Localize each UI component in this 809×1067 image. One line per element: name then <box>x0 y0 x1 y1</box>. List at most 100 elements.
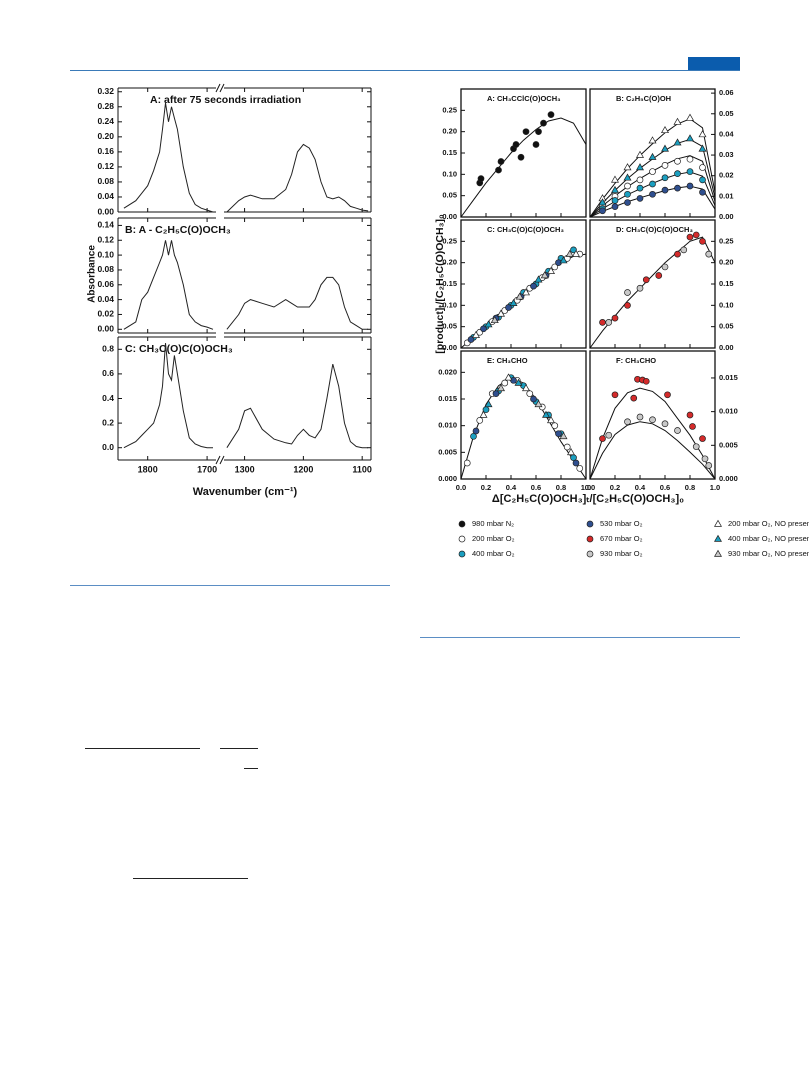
legend-label: 400 mbar O₂ <box>472 549 515 558</box>
x-tick-label: 0.8 <box>685 483 695 492</box>
y-tick-label: 0.05 <box>719 322 734 331</box>
triangle-marker <box>540 271 549 279</box>
triangle-marker <box>534 400 543 408</box>
circle-marker <box>563 443 571 451</box>
y-tick-label: 0.25 <box>442 236 457 245</box>
triangle-marker <box>559 256 568 264</box>
circle-marker <box>458 550 466 558</box>
fit-curve <box>589 236 716 349</box>
triangle-marker <box>496 384 506 392</box>
fit-curve <box>589 421 716 480</box>
y-tick-label: 0.25 <box>442 105 457 114</box>
circle-marker <box>699 237 706 245</box>
circle-marker <box>680 246 688 254</box>
triangle-marker <box>514 378 523 386</box>
circle-marker <box>495 166 502 174</box>
triangle-marker <box>648 152 657 160</box>
spectrum <box>226 276 369 330</box>
y-tick-label: 0.005 <box>438 447 457 456</box>
y-axis-label: Absorbance <box>87 245 98 303</box>
y-tick-label: 0.10 <box>442 300 457 309</box>
x-tick-label: 0.6 <box>531 483 541 492</box>
circle-marker <box>472 427 480 435</box>
triangle-marker <box>598 198 607 206</box>
triangle-marker <box>635 150 645 158</box>
y-tick-label: 0.05 <box>442 191 457 200</box>
x-tick-label: 0.0 <box>585 483 595 492</box>
circle-marker <box>599 435 606 442</box>
triangle-marker <box>521 288 531 296</box>
y-tick-label: 0.01 <box>719 191 734 200</box>
y-tick-label: 0.015 <box>438 394 457 403</box>
circle-marker <box>686 155 694 163</box>
circle-marker <box>655 272 663 279</box>
y-tick-label: 0.20 <box>442 127 457 136</box>
y-tick-label: 0.06 <box>719 88 734 97</box>
y-tick-label: 0.020 <box>438 367 457 376</box>
circle-marker <box>586 520 594 528</box>
y-tick-label: 0.15 <box>442 148 457 157</box>
circle-marker <box>463 459 471 467</box>
y-tick-label: 0.20 <box>442 258 457 267</box>
y-tick-label: 0.20 <box>97 131 114 141</box>
circle-marker <box>661 174 669 182</box>
x-tick-label: 0.4 <box>506 483 517 492</box>
triangle-marker <box>623 163 632 171</box>
x-tick-label: 1700 <box>197 464 217 474</box>
circle-marker <box>674 184 681 192</box>
circle-marker <box>705 250 713 258</box>
x-tick-label: 0.2 <box>481 483 491 492</box>
triangle-marker <box>490 315 499 324</box>
triangle-marker <box>559 432 568 440</box>
spectrum <box>123 102 214 213</box>
y-tick-label: 0.32 <box>97 86 114 96</box>
x-tick-label: 0.8 <box>556 483 566 492</box>
x-tick-label: 1200 <box>293 464 313 474</box>
circle-marker <box>686 182 694 190</box>
panel-frame <box>589 350 716 480</box>
y-tick-label: 0.10 <box>442 169 457 178</box>
circle-marker <box>570 246 577 254</box>
circle-marker <box>624 301 631 309</box>
triangle-marker <box>565 249 574 257</box>
legend-label: 530 mbar O₂ <box>600 519 643 528</box>
y-tick-label: 0.25 <box>719 236 734 245</box>
circle-marker <box>535 128 542 136</box>
y-tick-label: 0.00 <box>442 212 457 221</box>
circle-marker <box>661 162 669 169</box>
circle-marker <box>458 535 466 543</box>
y-tick-label: 0.015 <box>719 373 738 382</box>
y-tick-label: 0.02 <box>719 171 734 180</box>
x-tick-label: 0.6 <box>660 483 670 492</box>
triangle-marker <box>673 117 682 125</box>
circle-marker <box>599 319 606 326</box>
legend-label: 930 mbar O₂ <box>600 549 643 558</box>
circle-marker <box>501 379 509 387</box>
circle-marker <box>555 430 562 438</box>
circle-marker <box>526 390 534 398</box>
y-tick-label: 0.04 <box>719 129 734 138</box>
y-tick-label: 0.08 <box>97 176 114 186</box>
legend-label: 200 mbar O₂ <box>472 534 515 543</box>
y-tick-label: 0.010 <box>438 421 457 430</box>
triangle-marker <box>623 173 632 181</box>
circle-marker <box>661 186 669 194</box>
x-tick-label: 1100 <box>352 464 372 474</box>
y-tick-label: 0.28 <box>97 101 114 111</box>
circle-marker <box>686 411 694 419</box>
triangle-marker <box>509 298 518 306</box>
fit-curve <box>589 118 716 218</box>
legend-label: 670 mbar O₂ <box>600 534 643 543</box>
y-tick-label: 0.16 <box>97 146 114 156</box>
panel-title: B: A - C₂H₅C(O)OCH₃ <box>125 224 231 236</box>
triangle-marker <box>496 309 506 317</box>
circle-marker <box>705 462 713 469</box>
panel-title: A: after 75 seconds irradiation <box>150 94 301 106</box>
circle-marker <box>636 413 644 421</box>
panel-title: A: CH₃CClC(O)OCH₃ <box>487 94 561 103</box>
y-tick-label: 0.14 <box>97 220 114 230</box>
panel-title: C: CH₃C(O)C(O)OCH₃ <box>125 343 233 355</box>
circle-marker <box>470 432 477 440</box>
circle-marker <box>611 314 619 322</box>
y-tick-label: 0.12 <box>97 235 114 245</box>
